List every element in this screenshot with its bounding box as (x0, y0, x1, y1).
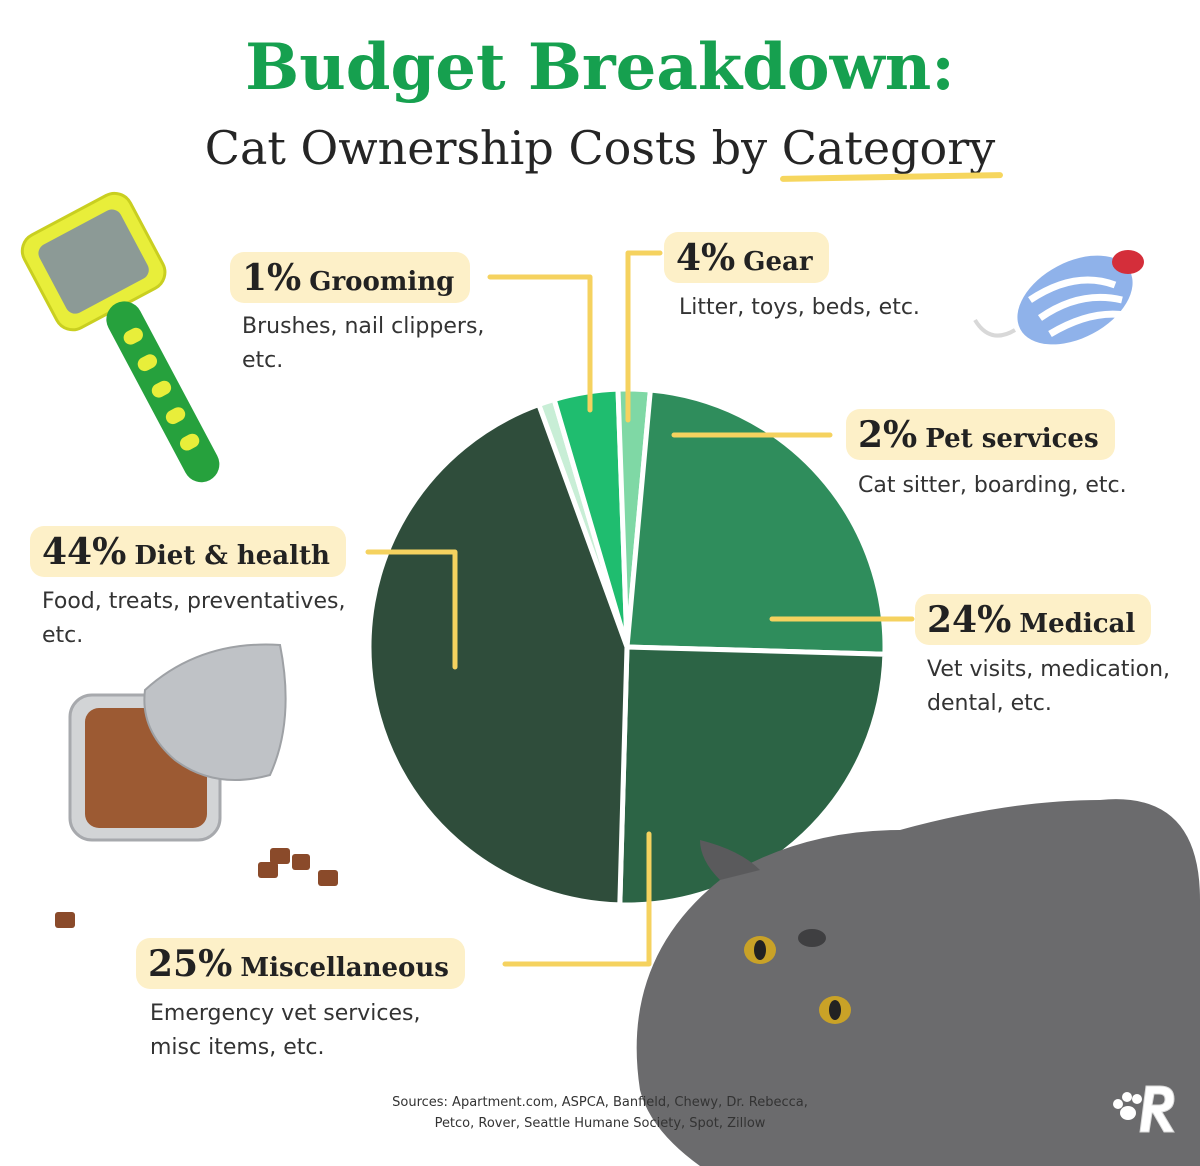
food-tray-illustration (55, 643, 338, 928)
miscellaneous-name: Miscellaneous (240, 953, 449, 983)
pet-services-pct: 2% (858, 414, 918, 456)
pet-services-name: Pet services (925, 424, 1099, 454)
grooming-desc-line1: Brushes, nail clippers, (242, 314, 485, 339)
grooming-pct: 1% (242, 257, 302, 299)
page-subtitle: Cat Ownership Costs by Category (0, 118, 1200, 178)
medical-name: Medical (1019, 609, 1136, 639)
tag-grooming: 1% Grooming (230, 252, 471, 303)
gear-desc-line1: Litter, toys, beds, etc. (679, 295, 920, 320)
diet-health-pct: 44% (42, 531, 127, 573)
medical-pct: 24% (927, 599, 1012, 641)
tag-gear: 4% Gear (664, 232, 829, 283)
grooming-desc-line2: etc. (242, 348, 284, 373)
desc-medical: Vet visits, medication, dental, etc. (927, 653, 1170, 721)
pie-slice-miscellaneous (617, 644, 888, 908)
desc-pet-services: Cat sitter, boarding, etc. (858, 469, 1127, 503)
diet-health-desc-line1: Food, treats, preventatives, (42, 589, 346, 614)
subtitle-text: Cat Ownership Costs by (204, 121, 782, 175)
diet-health-desc-line2: etc. (42, 623, 84, 648)
toy-mouse-illustration (973, 250, 1144, 345)
rover-logo-icon (1113, 1085, 1175, 1133)
desc-miscellaneous: Emergency vet services, misc items, etc. (150, 997, 421, 1065)
leader-grooming (487, 274, 593, 413)
miscellaneous-desc-line1: Emergency vet services, (150, 1001, 421, 1026)
page-title: Budget Breakdown: (245, 30, 955, 105)
subtitle-accent-word: Category (782, 118, 995, 178)
tag-diet-health: 44% Diet & health (30, 526, 346, 577)
brush-illustration (20, 191, 220, 483)
tag-miscellaneous: 25% Miscellaneous (136, 938, 465, 989)
gear-pct: 4% (676, 237, 736, 279)
medical-desc-line1: Vet visits, medication, (927, 657, 1171, 682)
leader-diet-health (365, 549, 458, 670)
cat-illustration (636, 799, 1200, 1166)
miscellaneous-desc-line2: misc items, etc. (150, 1035, 325, 1060)
pie-slice-medical (624, 387, 888, 657)
gear-name: Gear (743, 247, 813, 277)
medical-desc-line2: dental, etc. (927, 691, 1052, 716)
tag-medical: 24% Medical (915, 594, 1152, 645)
pie-slices (366, 386, 888, 908)
tag-pet-services: 2% Pet services (846, 409, 1115, 460)
desc-grooming: Brushes, nail clippers, etc. (242, 310, 484, 378)
sources-line1: Sources: Apartment.com, ASPCA, Banfield,… (392, 1095, 808, 1110)
miscellaneous-pct: 25% (148, 943, 233, 985)
sources-note: Sources: Apartment.com, ASPCA, Banfield,… (300, 1092, 900, 1134)
pet-services-desc-line1: Cat sitter, boarding, etc. (858, 473, 1127, 498)
desc-gear: Litter, toys, beds, etc. (679, 291, 920, 325)
sources-line2: Petco, Rover, Seattle Humane Society, Sp… (434, 1116, 766, 1131)
leader-gear (625, 250, 663, 423)
diet-health-name: Diet & health (134, 541, 330, 571)
leader-lines (365, 250, 915, 967)
grooming-name: Grooming (309, 267, 455, 297)
pie-slice-diet-health (366, 402, 630, 908)
leader-miscellaneous (502, 831, 652, 967)
desc-diet-health: Food, treats, preventatives, etc. (42, 585, 345, 653)
